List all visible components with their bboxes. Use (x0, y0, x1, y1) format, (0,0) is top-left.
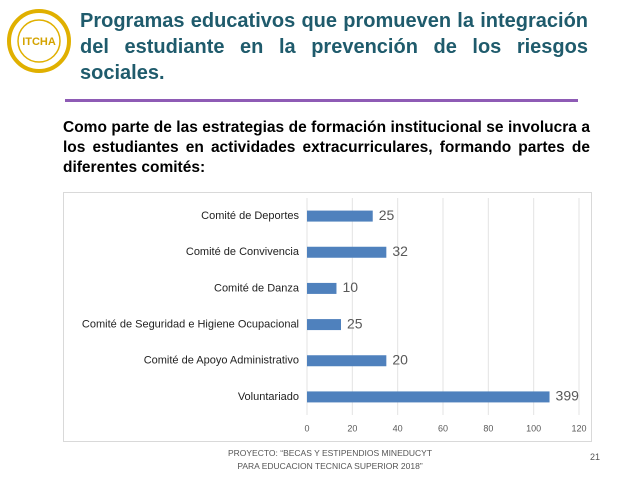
footer-line: PROYECTO: “BECAS Y ESTIPENDIOS MINEDUCYT (227, 448, 433, 458)
y-tick-label: Comité de Seguridad e Higiene Ocupaciona… (82, 318, 299, 330)
divider (65, 99, 578, 102)
value-label: 399 (556, 388, 580, 404)
value-label: 20 (392, 351, 408, 367)
y-tick-label: Comité de Convivencia (186, 246, 300, 258)
x-tick-label: 60 (438, 423, 448, 433)
logo: ITCHA (7, 9, 71, 73)
chart: 0 20 40 60 80 100 120 Comité de Deportes 25 Comit… (63, 192, 592, 442)
bar (307, 282, 337, 294)
value-label: 32 (392, 243, 408, 259)
x-tick-label: 100 (526, 423, 541, 433)
y-tick-label: Comité de Deportes (201, 210, 299, 222)
page-number: 21 (590, 452, 601, 462)
bar (307, 391, 550, 403)
y-tick-label: Comité de Apoyo Administrativo (144, 355, 299, 367)
value-label: 10 (342, 279, 358, 295)
value-label: 25 (379, 207, 395, 223)
y-tick-label: Voluntariado (238, 391, 299, 403)
bar (307, 355, 387, 367)
value-label: 25 (347, 315, 363, 331)
footer-line: PARA EDUCACION TECNICA SUPERIOR 2018” (237, 461, 423, 471)
bar (307, 319, 341, 331)
x-tick-label: 0 (304, 423, 309, 433)
logo-text: ITCHA (22, 36, 56, 48)
x-tick-label: 120 (571, 423, 586, 433)
subtitle: Como parte de las estrategias de formaci… (63, 119, 590, 176)
bar (307, 246, 387, 258)
x-tick-label: 20 (347, 423, 357, 433)
y-tick-label: Comité de Danza (214, 282, 300, 294)
title: Programas educativos que promueven la in… (80, 10, 588, 84)
x-tick-label: 80 (483, 423, 493, 433)
x-tick-label: 40 (393, 423, 403, 433)
bar (307, 210, 373, 222)
footer: PROYECTO: “BECAS Y ESTIPENDIOS MINEDUCYT… (200, 447, 460, 473)
